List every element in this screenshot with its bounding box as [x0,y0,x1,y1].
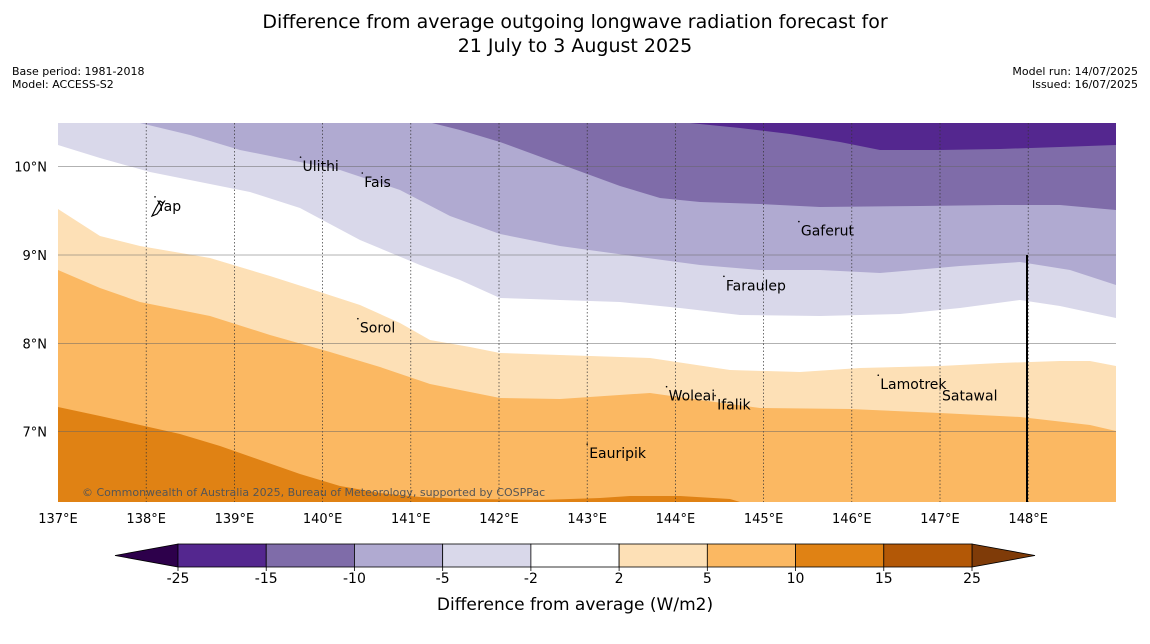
atoll-dot [361,172,364,174]
longitude-tick: 138°E [126,512,166,527]
title-line-1: Difference from average outgoing longwav… [262,11,888,33]
atoll-dot [723,275,725,278]
colorbar-tick-label: 15 [875,571,893,587]
colorbar-swatch [177,543,267,568]
place-label: Lamotrek [880,377,947,393]
longitude-tick: 142°E [479,512,519,527]
place-label: Woleai [669,389,716,405]
colorbar-tick-label: -15 [255,571,278,587]
place-label: Eauripik [589,446,647,462]
place-label: Satawal [942,389,997,405]
atoll-dot [714,394,716,397]
place-label: Ifalik [717,398,751,414]
colorbar: -25 -15 -10 -5 -2 2 5 10 15 25 [114,543,1036,587]
latitude-tick: 7°N [23,426,48,441]
longitude-tick: 145°E [744,512,784,527]
band-5-to-10 [58,270,1116,502]
place-label: Gaferut [801,224,855,240]
model-run-text: Model run: 14/07/2025 [1012,65,1138,78]
longitude-tick: 139°E [215,512,255,527]
colorbar-high-extend [971,543,1036,568]
longitude-tick: 140°E [303,512,343,527]
band-minus25-to-minus15 [690,123,1116,150]
colorbar-swatch [354,543,444,568]
colorbar-tick-label: -5 [436,571,450,587]
place-label: Fais [364,175,391,191]
atoll-dot [154,196,156,198]
colorbar-tick-label: 5 [703,571,712,587]
longitude-tick-labels: 137°E 138°E 139°E 140°E 141°E 142°E 143°E 144°E… [38,512,1048,527]
colorbar-tick-label: -25 [167,571,190,587]
colorbar-tick-label: 10 [787,571,805,587]
longitude-tick: 147°E [920,512,960,527]
latitude-tick: 8°N [23,337,48,352]
place-labels: Ulithi Fais Yap Gaferut Faraulep Sorol Lamotre… [154,156,997,462]
atoll-dot [586,443,588,445]
latitude-tick: 9°N [23,249,48,264]
colorbar-swatch [530,543,620,568]
longitude-tick: 146°E [832,512,872,527]
meta-right: Model run: 14/07/2025 Issued: 16/07/2025 [1012,65,1138,91]
colorbar-swatch [883,543,973,568]
atoll-dot [939,385,941,388]
colorbar-low-extend [114,543,179,568]
colorbar-swatch [795,543,885,568]
place-label: Faraulep [726,278,786,294]
atoll-dot [665,385,668,388]
colorbar-tick-label: 2 [615,571,624,587]
copyright-text: © Commonwealth of Australia 2025, Bureau… [82,486,545,499]
title-line-2: 21 July to 3 August 2025 [457,35,693,57]
place-label: Ulithi [303,159,339,175]
atoll-dot [299,156,302,158]
longitude-tick: 143°E [567,512,607,527]
map-gridlines [58,123,1116,502]
longitude-tick: 137°E [38,512,78,527]
atoll-dot [357,317,359,320]
colorbar-title: Difference from average (W/m2) [437,595,713,615]
colorbar-swatch [706,543,796,568]
longitude-tick: 144°E [656,512,696,527]
band-10-to-15 [58,407,740,502]
latitude-tick-labels: 10°N 9°N 8°N 7°N [14,161,47,441]
place-label: Yap [156,199,181,215]
place-label: Sorol [360,321,395,337]
atoll-dot [798,220,800,223]
colorbar-tick-label: -10 [343,571,366,587]
atoll-dot [877,374,880,377]
longitude-tick: 141°E [391,512,431,527]
model-text: Model: ACCESS-S2 [12,78,114,91]
colorbar-tick-label: 25 [963,571,981,587]
meta-left: Base period: 1981-2018 Model: ACCESS-S2 [12,65,144,91]
longitude-tick: 148°E [1008,512,1048,527]
base-period-text: Base period: 1981-2018 [12,65,145,78]
colorbar-swatch [265,543,355,568]
yap-island-icon [150,200,164,218]
colorbar-swatch [618,543,708,568]
chart-title: Difference from average outgoing longwav… [0,10,1150,58]
latitude-tick: 10°N [14,161,47,176]
colorbar-swatch [442,543,532,568]
colorbar-tick-label: -2 [524,571,538,587]
issued-text: Issued: 16/07/2025 [1031,78,1138,91]
